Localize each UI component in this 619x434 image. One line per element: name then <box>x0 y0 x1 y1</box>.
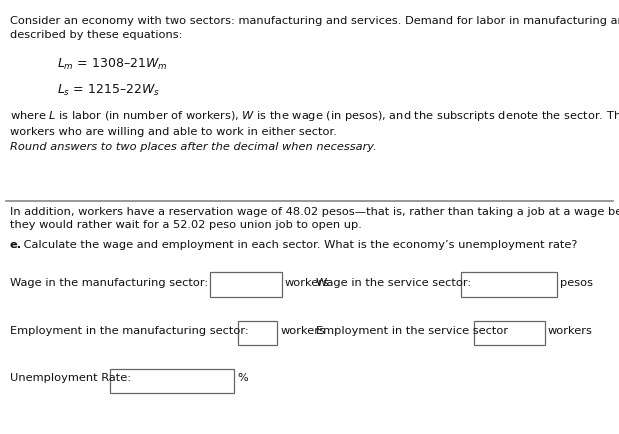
Text: where $\mathit{L}$ is labor (in number of workers), $\mathit{W}$ is the wage (in: where $\mathit{L}$ is labor (in number o… <box>10 109 619 137</box>
Text: Employment in the service sector: Employment in the service sector <box>316 326 508 335</box>
Text: Wage in the manufacturing sector:: Wage in the manufacturing sector: <box>10 278 208 288</box>
Text: Consider an economy with two sectors: manufacturing and services. Demand for lab: Consider an economy with two sectors: ma… <box>10 16 619 39</box>
Text: In addition, workers have a reservation wage of 48.02 pesos—that is, rather than: In addition, workers have a reservation … <box>10 207 619 230</box>
Text: workers: workers <box>285 278 329 288</box>
Text: $\mathit{L}_{\mathit{m}}$ = 1308–21$\mathit{W}_{\mathit{m}}$: $\mathit{L}_{\mathit{m}}$ = 1308–21$\mat… <box>57 57 168 72</box>
Text: workers: workers <box>280 326 325 335</box>
Text: Calculate the wage and employment in each sector. What is the economy’s unemploy: Calculate the wage and employment in eac… <box>20 240 577 250</box>
Text: pesos: pesos <box>560 278 593 288</box>
Text: Unemployment Rate:: Unemployment Rate: <box>10 373 131 383</box>
Text: %: % <box>237 373 248 383</box>
Text: Wage in the service sector:: Wage in the service sector: <box>316 278 471 288</box>
Text: Round answers to two places after the decimal when necessary.: Round answers to two places after the de… <box>10 142 376 152</box>
Text: $\mathit{L}_{\mathit{s}}$ = 1215–22$\mathit{W}_{\mathit{s}}$: $\mathit{L}_{\mathit{s}}$ = 1215–22$\mat… <box>57 83 160 99</box>
Text: e.: e. <box>10 240 22 250</box>
Text: workers: workers <box>548 326 592 335</box>
Text: Employment in the manufacturing sector:: Employment in the manufacturing sector: <box>10 326 249 335</box>
